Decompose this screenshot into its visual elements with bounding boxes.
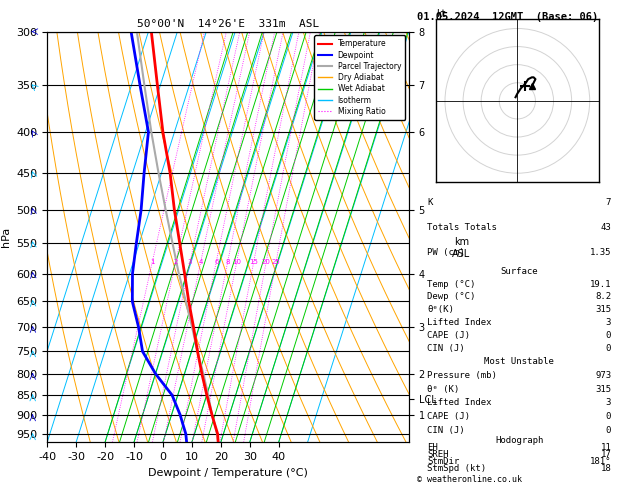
Text: 315: 315 bbox=[595, 305, 611, 314]
Text: 2: 2 bbox=[174, 259, 178, 265]
Text: θᵉ(K): θᵉ(K) bbox=[427, 305, 454, 314]
Text: K: K bbox=[427, 198, 433, 207]
Text: 315: 315 bbox=[595, 385, 611, 394]
Text: CAPE (J): CAPE (J) bbox=[427, 331, 470, 340]
Text: StmDir: StmDir bbox=[427, 457, 460, 466]
Text: 18: 18 bbox=[601, 464, 611, 472]
Text: 7: 7 bbox=[606, 198, 611, 207]
Text: 8.2: 8.2 bbox=[595, 293, 611, 301]
Text: kt: kt bbox=[436, 9, 445, 18]
Text: 1.35: 1.35 bbox=[590, 248, 611, 257]
Text: 17: 17 bbox=[601, 450, 611, 459]
Text: 0: 0 bbox=[606, 426, 611, 435]
Text: Most Unstable: Most Unstable bbox=[484, 357, 554, 366]
Text: 0: 0 bbox=[606, 412, 611, 421]
X-axis label: Dewpoint / Temperature (°C): Dewpoint / Temperature (°C) bbox=[148, 468, 308, 478]
Text: 11: 11 bbox=[601, 443, 611, 452]
Text: 181°: 181° bbox=[590, 457, 611, 466]
Text: 3: 3 bbox=[188, 259, 192, 265]
Legend: Temperature, Dewpoint, Parcel Trajectory, Dry Adiabat, Wet Adiabat, Isotherm, Mi: Temperature, Dewpoint, Parcel Trajectory… bbox=[314, 35, 405, 120]
Text: θᵉ (K): θᵉ (K) bbox=[427, 385, 460, 394]
Text: Temp (°C): Temp (°C) bbox=[427, 279, 476, 289]
Text: 1: 1 bbox=[150, 259, 155, 265]
Text: StmSpd (kt): StmSpd (kt) bbox=[427, 464, 486, 472]
Text: Pressure (mb): Pressure (mb) bbox=[427, 371, 497, 380]
Text: 973: 973 bbox=[595, 371, 611, 380]
Text: Lifted Index: Lifted Index bbox=[427, 318, 492, 327]
Text: 4: 4 bbox=[199, 259, 203, 265]
Text: 19.1: 19.1 bbox=[590, 279, 611, 289]
Text: 43: 43 bbox=[601, 223, 611, 232]
Text: 8: 8 bbox=[225, 259, 230, 265]
Text: CIN (J): CIN (J) bbox=[427, 426, 465, 435]
Text: 15: 15 bbox=[249, 259, 258, 265]
Text: 10: 10 bbox=[232, 259, 242, 265]
Text: PW (cm): PW (cm) bbox=[427, 248, 465, 257]
Text: 0: 0 bbox=[606, 344, 611, 353]
Text: 20: 20 bbox=[262, 259, 270, 265]
Text: © weatheronline.co.uk: © weatheronline.co.uk bbox=[417, 474, 522, 484]
Y-axis label: hPa: hPa bbox=[1, 227, 11, 247]
Text: Totals Totals: Totals Totals bbox=[427, 223, 497, 232]
Title: 50°00'N  14°26'E  331m  ASL: 50°00'N 14°26'E 331m ASL bbox=[137, 19, 319, 30]
Text: 01.05.2024  12GMT  (Base: 06): 01.05.2024 12GMT (Base: 06) bbox=[417, 12, 598, 22]
Text: CAPE (J): CAPE (J) bbox=[427, 412, 470, 421]
Text: 6: 6 bbox=[214, 259, 218, 265]
Text: Surface: Surface bbox=[501, 267, 538, 276]
Text: Dewp (°C): Dewp (°C) bbox=[427, 293, 476, 301]
Text: EH: EH bbox=[427, 443, 438, 452]
Text: SREH: SREH bbox=[427, 450, 448, 459]
Text: 3: 3 bbox=[606, 318, 611, 327]
Text: 25: 25 bbox=[272, 259, 281, 265]
Text: CIN (J): CIN (J) bbox=[427, 344, 465, 353]
Text: 0: 0 bbox=[606, 331, 611, 340]
Text: 3: 3 bbox=[606, 399, 611, 407]
Text: Hodograph: Hodograph bbox=[495, 436, 543, 445]
Text: Lifted Index: Lifted Index bbox=[427, 399, 492, 407]
Y-axis label: km
ASL: km ASL bbox=[452, 237, 470, 259]
